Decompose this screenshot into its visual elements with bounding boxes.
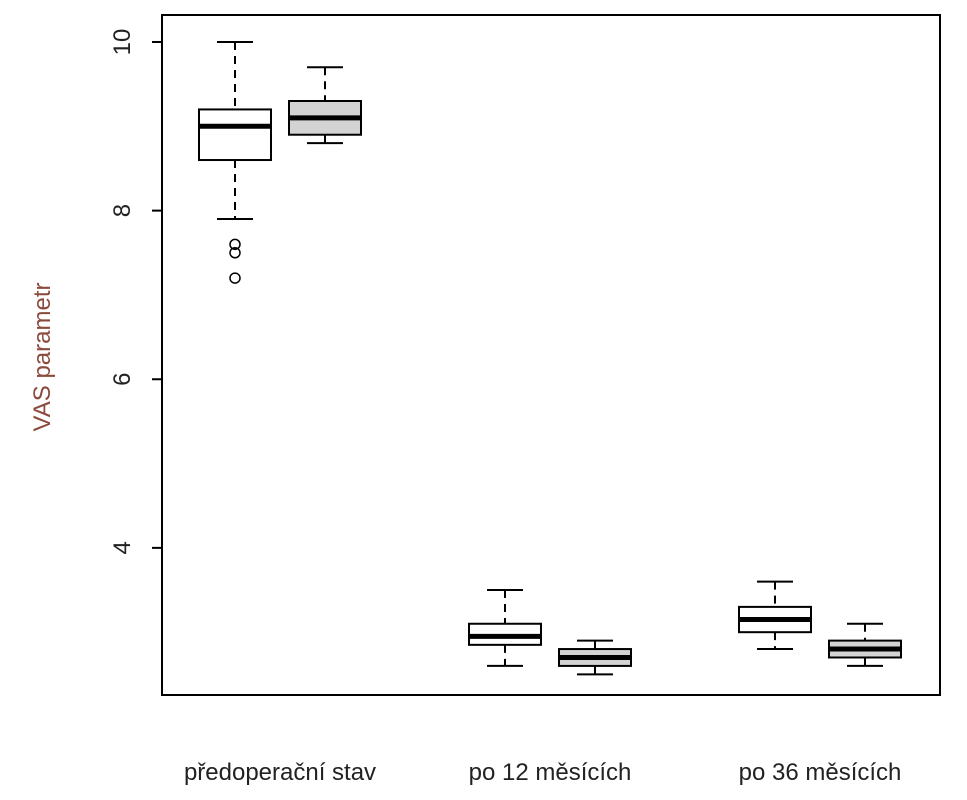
box: [198, 108, 272, 162]
outlier: [229, 247, 241, 259]
outlier: [229, 238, 241, 251]
y-tick-label: 8: [109, 204, 136, 217]
x-tick-label: po 12 měsících: [469, 759, 632, 786]
plot-frame: [161, 14, 941, 696]
y-axis-label: VAS parametr: [29, 283, 56, 432]
y-tick-label: 6: [109, 373, 136, 386]
y-tick-label: 4: [109, 541, 136, 554]
y-tick-label: 10: [109, 29, 136, 56]
outlier: [229, 272, 241, 284]
x-tick-label: po 36 měsících: [739, 759, 902, 786]
x-tick-label: předoperační stav: [184, 759, 376, 786]
